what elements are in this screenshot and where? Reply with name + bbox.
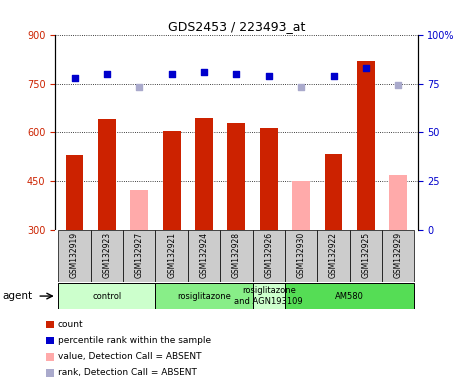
Point	[330, 73, 337, 79]
Text: GSM132930: GSM132930	[297, 232, 306, 278]
Bar	[285, 230, 317, 282]
Bar	[252, 283, 285, 309]
Bar	[123, 230, 156, 282]
Bar	[292, 182, 310, 230]
Bar	[252, 230, 285, 282]
Point	[362, 65, 369, 71]
Point	[71, 74, 78, 81]
Text: percentile rank within the sample: percentile rank within the sample	[58, 336, 211, 345]
Text: GSM132926: GSM132926	[264, 232, 273, 278]
Text: GSM132925: GSM132925	[361, 232, 370, 278]
Bar	[220, 230, 252, 282]
Text: agent: agent	[2, 291, 33, 301]
Text: GSM132922: GSM132922	[329, 232, 338, 278]
Bar	[325, 154, 342, 230]
Text: GSM132927: GSM132927	[135, 232, 144, 278]
Text: AM580: AM580	[335, 291, 364, 301]
Bar	[357, 61, 375, 230]
Text: GSM132923: GSM132923	[102, 232, 112, 278]
Text: rosiglitazone
and AGN193109: rosiglitazone and AGN193109	[235, 286, 303, 306]
Bar	[58, 230, 91, 282]
Bar	[163, 131, 180, 230]
Bar	[156, 230, 188, 282]
Bar	[66, 156, 84, 230]
Bar	[130, 190, 148, 230]
Text: value, Detection Call = ABSENT: value, Detection Call = ABSENT	[58, 352, 202, 361]
Title: GDS2453 / 223493_at: GDS2453 / 223493_at	[168, 20, 305, 33]
Bar	[156, 283, 252, 309]
Bar	[58, 283, 156, 309]
Point	[297, 84, 305, 91]
Bar	[91, 230, 123, 282]
Bar	[98, 119, 116, 230]
Bar	[260, 127, 278, 230]
Bar	[195, 118, 213, 230]
Point	[395, 83, 402, 89]
Bar	[188, 230, 220, 282]
Point	[233, 71, 240, 77]
Bar	[382, 230, 414, 282]
Text: rank, Detection Call = ABSENT: rank, Detection Call = ABSENT	[58, 368, 197, 377]
Text: control: control	[92, 291, 122, 301]
Point	[135, 84, 143, 91]
Point	[103, 71, 111, 77]
Bar	[389, 175, 407, 230]
Text: count: count	[58, 320, 84, 329]
Bar	[317, 230, 350, 282]
Text: rosiglitazone: rosiglitazone	[177, 291, 231, 301]
Text: GSM132928: GSM132928	[232, 232, 241, 278]
Bar	[285, 283, 414, 309]
Bar	[228, 123, 245, 230]
Point	[265, 73, 273, 79]
Bar	[350, 230, 382, 282]
Text: GSM132919: GSM132919	[70, 232, 79, 278]
Text: GSM132929: GSM132929	[394, 232, 403, 278]
Point	[200, 69, 207, 75]
Text: GSM132924: GSM132924	[200, 232, 208, 278]
Text: GSM132921: GSM132921	[167, 232, 176, 278]
Point	[168, 71, 175, 77]
